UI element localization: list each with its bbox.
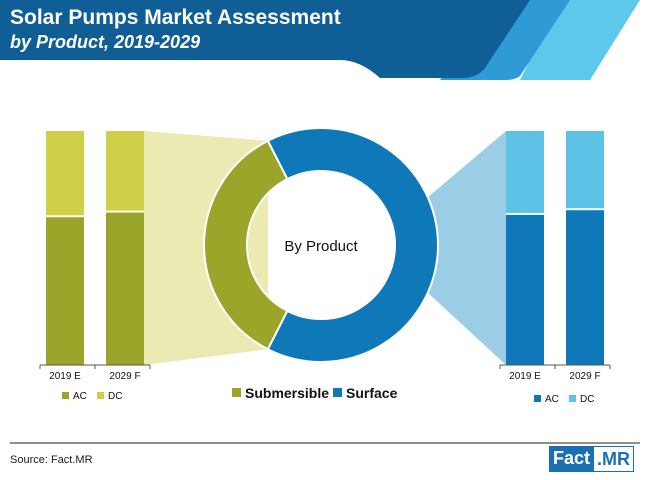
surface-legend-dc-label: DC	[580, 394, 594, 405]
legend-submersible-swatch	[232, 388, 241, 397]
donut-slice-surface	[266, 127, 439, 363]
surface-tick-label-1: 2029 F	[569, 371, 600, 382]
submersible-legend-dc-label: DC	[108, 391, 122, 402]
surface-bar-dc-0	[506, 131, 544, 213]
header-banner	[0, 0, 650, 80]
submersible-tick-label-1: 2029 F	[109, 371, 140, 382]
submersible-bar-dc-0	[46, 131, 84, 216]
surface-legend-ac-label: AC	[545, 394, 559, 405]
legend-submersible-label: Submersible	[245, 385, 329, 401]
page-subtitle: by Product, 2019-2029	[10, 32, 201, 52]
donut-center-label: By Product	[284, 238, 358, 255]
submersible-legend-ac-label: AC	[73, 391, 87, 402]
submersible-bar-ac-0	[46, 217, 84, 365]
legend-surface-label: Surface	[346, 385, 398, 401]
page-title: Solar Pumps Market Assessment	[10, 6, 341, 29]
logo-text-right: .MR	[594, 446, 635, 472]
surface-bar-ac-0	[506, 214, 544, 365]
donut-slice-submersible	[203, 139, 289, 351]
surface-tick-label-0: 2019 E	[509, 371, 541, 382]
source-note: Source: Fact.MR	[10, 454, 93, 466]
submersible-bar-dc-1	[106, 131, 144, 211]
surface-legend-ac-swatch	[534, 395, 541, 402]
surface-legend-dc-swatch	[569, 395, 576, 402]
surface-connector	[427, 131, 506, 365]
submersible-legend-ac-swatch	[62, 392, 69, 399]
submersible-bar-ac-1	[106, 212, 144, 365]
banner-main	[0, 0, 530, 78]
submersible-tick-label-0: 2019 E	[49, 371, 81, 382]
surface-bar-ac-1	[566, 210, 604, 365]
factmr-logo: Fact .MR	[549, 446, 635, 472]
surface-bar-dc-1	[566, 131, 604, 209]
legend-surface-swatch	[333, 388, 342, 397]
logo-text-left: Fact	[549, 446, 595, 472]
submersible-legend-dc-swatch	[97, 392, 104, 399]
